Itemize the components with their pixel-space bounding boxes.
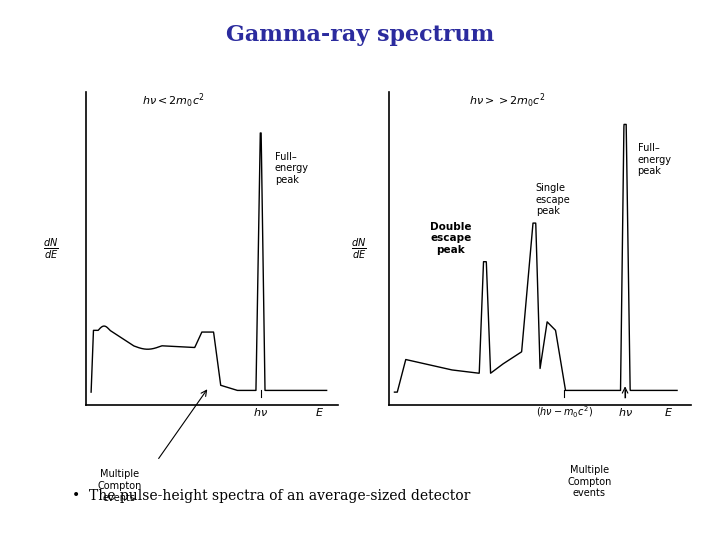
Text: $h\nu >> 2m_0c^2$: $h\nu >> 2m_0c^2$ bbox=[469, 91, 546, 110]
Text: Multiple
Compton
events: Multiple Compton events bbox=[567, 465, 612, 498]
Text: $h\nu$: $h\nu$ bbox=[618, 406, 633, 418]
Text: $h\nu < 2m_0c^2$: $h\nu < 2m_0c^2$ bbox=[142, 91, 205, 110]
Text: Gamma-ray spectrum: Gamma-ray spectrum bbox=[226, 24, 494, 46]
Text: $\frac{dN}{dE}$: $\frac{dN}{dE}$ bbox=[351, 236, 366, 261]
Text: $(h\nu - m_0c^2)$: $(h\nu - m_0c^2)$ bbox=[536, 404, 593, 420]
Text: $h\nu$: $h\nu$ bbox=[253, 406, 268, 418]
Text: Multiple
Compton
events: Multiple Compton events bbox=[97, 469, 142, 503]
Text: $\frac{dN}{dE}$: $\frac{dN}{dE}$ bbox=[43, 236, 59, 261]
Text: Single
escape
peak: Single escape peak bbox=[536, 183, 570, 216]
Text: Full–
energy
peak: Full– energy peak bbox=[275, 152, 309, 185]
Text: Full–
energy
peak: Full– energy peak bbox=[637, 143, 672, 177]
Text: •  The pulse-height spectra of an average-sized detector: • The pulse-height spectra of an average… bbox=[72, 489, 470, 503]
Text: $E$: $E$ bbox=[664, 406, 673, 418]
Text: Double
escape
peak: Double escape peak bbox=[431, 221, 472, 255]
Text: $E$: $E$ bbox=[315, 406, 324, 418]
